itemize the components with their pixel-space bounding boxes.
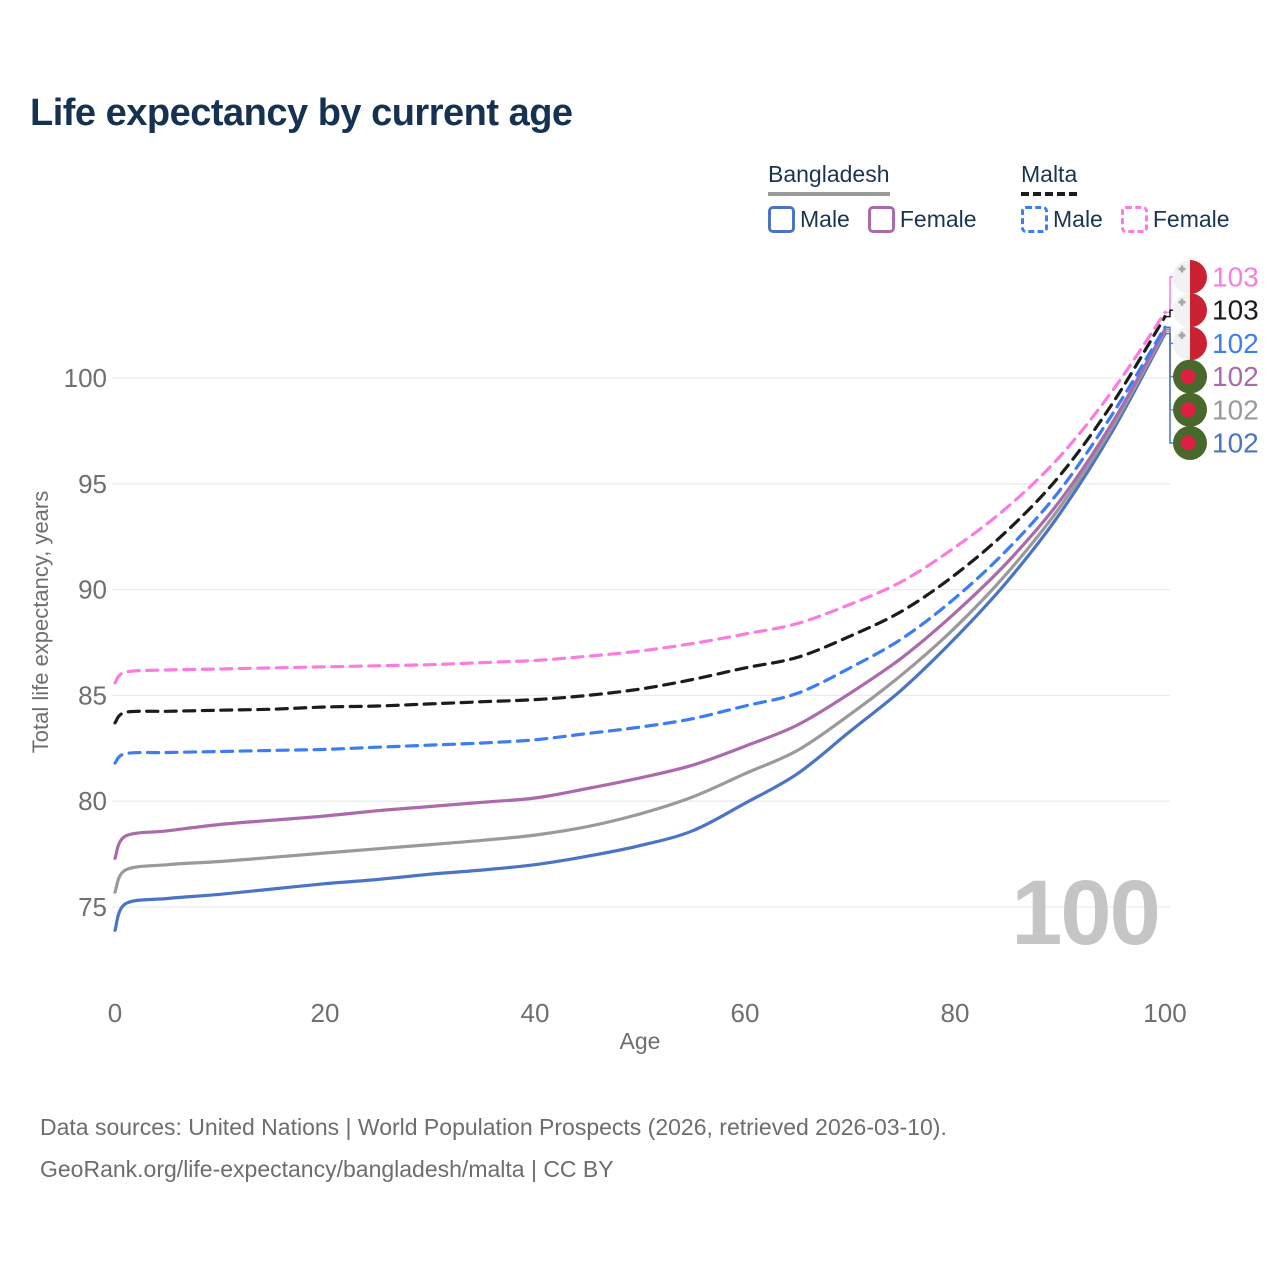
end-value-label-malta-all: 103 bbox=[1212, 295, 1259, 326]
chart-footer: Data sources: United Nations | World Pop… bbox=[40, 1106, 947, 1190]
axis-x-tick-100: 100 bbox=[1143, 998, 1186, 1028]
malta-flag-icon bbox=[1173, 260, 1207, 294]
legend-label-bangladesh-female: Female bbox=[899, 205, 977, 232]
leader-line-bangladesh-male bbox=[1165, 332, 1174, 444]
legend-row-malta: Male Female bbox=[1021, 204, 1248, 234]
series-line-malta-male[interactable] bbox=[113, 325, 1167, 765]
series-line-bangladesh-male[interactable] bbox=[113, 332, 1167, 932]
end-value-label-malta-female: 103 bbox=[1212, 262, 1259, 293]
hover-age-watermark: 100 bbox=[1011, 862, 1159, 964]
end-value-label-bangladesh-female: 102 bbox=[1212, 361, 1259, 392]
legend-group-malta[interactable]: Malta bbox=[1021, 161, 1078, 196]
legend-checkbox-bangladesh-female[interactable] bbox=[867, 205, 895, 233]
legend-label-malta-female: Female bbox=[1152, 205, 1230, 232]
series-line-bangladesh-all[interactable] bbox=[113, 329, 1167, 894]
axis-x-tick-80: 80 bbox=[941, 998, 970, 1028]
malta-flag-icon bbox=[1173, 326, 1207, 361]
end-value-label-malta-male: 102 bbox=[1212, 328, 1259, 359]
axis-x-tick-60: 60 bbox=[731, 998, 760, 1028]
source-url-text: GeoRank.org/life-expectancy/bangladesh/m… bbox=[40, 1156, 614, 1182]
series-line-malta-all[interactable] bbox=[113, 315, 1167, 725]
leader-line-malta-female bbox=[1165, 276, 1174, 314]
bangladesh-flag-icon bbox=[1173, 426, 1207, 460]
axis-x-tick-40: 40 bbox=[521, 998, 550, 1028]
axis-y-tick-90: 90 bbox=[78, 575, 107, 605]
legend-checkbox-malta-male[interactable] bbox=[1021, 205, 1048, 233]
bangladesh-flag-icon bbox=[1173, 359, 1207, 394]
legend-checkbox-malta-female[interactable] bbox=[1120, 205, 1148, 233]
axis-y-tick-80: 80 bbox=[78, 786, 107, 816]
bangladesh-flag-icon bbox=[1173, 392, 1207, 427]
axis-x-title: Age bbox=[620, 1028, 661, 1054]
legend-group-bangladesh[interactable]: Bangladesh bbox=[768, 161, 890, 196]
legend-checkbox-bangladesh-male[interactable] bbox=[768, 205, 795, 233]
series-line-bangladesh-female[interactable] bbox=[113, 327, 1167, 860]
axis-y-tick-95: 95 bbox=[78, 469, 107, 499]
axis-x-tick-20: 20 bbox=[311, 998, 340, 1028]
end-value-label-bangladesh-all: 102 bbox=[1212, 394, 1259, 425]
axis-y-tick-75: 75 bbox=[78, 892, 107, 922]
end-value-label-bangladesh-male: 102 bbox=[1212, 428, 1259, 459]
legend-label-malta-male: Male bbox=[1053, 205, 1103, 232]
leader-line-malta-all bbox=[1165, 309, 1174, 318]
axis-y-tick-100: 100 bbox=[64, 363, 107, 393]
data-sources-text: Data sources: United Nations | World Pop… bbox=[40, 1114, 947, 1140]
axis-y-tick-85: 85 bbox=[78, 680, 107, 710]
series-line-malta-female[interactable] bbox=[113, 310, 1167, 685]
axis-x-tick-0: 0 bbox=[108, 998, 122, 1028]
axis-y-title: Total life expectancy, years bbox=[28, 491, 53, 754]
malta-flag-icon bbox=[1173, 293, 1207, 328]
legend-label-bangladesh-male: Male bbox=[800, 205, 850, 232]
page-title: Life expectancy by current age bbox=[30, 92, 573, 134]
legend-row-bangladesh: Male Female bbox=[768, 204, 995, 234]
